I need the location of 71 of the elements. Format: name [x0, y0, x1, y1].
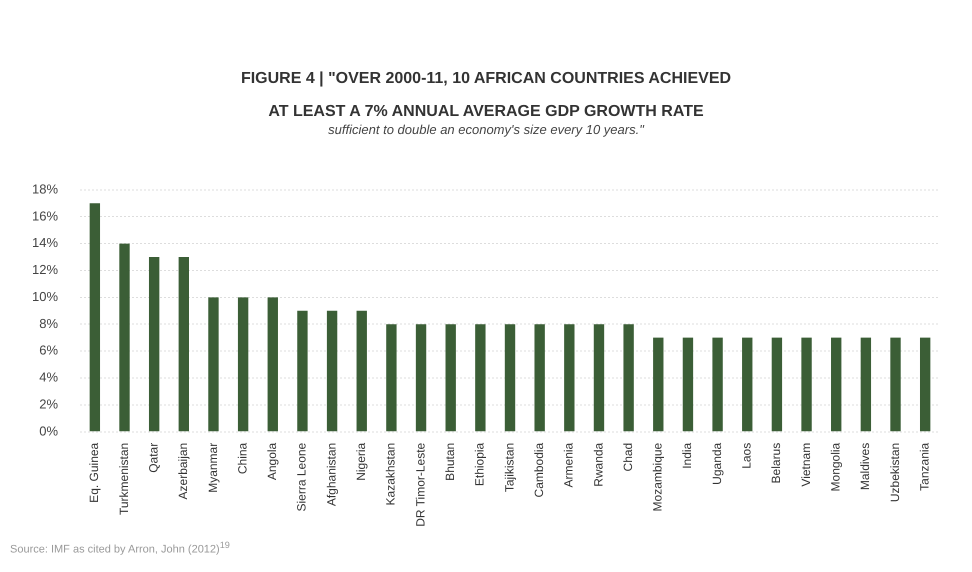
x-tick-label: Angola	[265, 442, 280, 480]
x-tick-label: Eq. Guinea	[87, 442, 102, 503]
y-tick-label: 10%	[32, 288, 58, 304]
chart-title: FIGURE 4 | "OVER 2000-11, 10 AFRICAN COUNTRIES ACHIEVED AT LEAST A 7% ANNUAL AVERAGE GDP GROWTH RATE	[240, 70, 732, 120]
bar	[831, 338, 842, 432]
bar	[90, 203, 100, 432]
x-tick-label: Maldives	[858, 442, 872, 490]
x-tick-label: DR Timor-Leste	[413, 442, 428, 527]
x-tick-label: Uganda	[710, 442, 724, 485]
x-tick-label: Chad	[620, 442, 635, 472]
bar	[623, 324, 634, 432]
x-tick-label: Nigeria	[354, 442, 368, 481]
x-tick-label: Mongolia	[828, 442, 843, 492]
y-tick-label: 14%	[32, 235, 58, 250]
bar	[712, 338, 723, 432]
bar	[860, 338, 872, 432]
bar	[386, 324, 397, 432]
bar	[356, 310, 367, 432]
bar	[742, 338, 752, 432]
bar	[682, 338, 694, 432]
y-tick-label: 0%	[39, 423, 58, 438]
y-tick-label: 12%	[32, 262, 58, 278]
x-tick-label: Sierra Leone	[294, 442, 309, 512]
x-tick-label: Laos	[740, 442, 754, 469]
x-tick-label: Azerbaijan	[176, 442, 190, 500]
bar	[268, 297, 278, 432]
y-tick-label: 2%	[39, 396, 58, 412]
bar	[208, 297, 219, 432]
x-tick-label: Ethiopia	[472, 442, 487, 486]
x-tick-label: Kazakhstan	[384, 442, 398, 506]
x-tick-label: Afghanistan	[324, 442, 338, 506]
x-tick-label: China	[235, 442, 250, 474]
x-tick-label: Bhutan	[443, 442, 458, 481]
x-tick-label: Myanmar	[206, 442, 220, 493]
x-tick-label: Vietnam	[798, 442, 813, 487]
y-tick-label: 16%	[32, 208, 58, 224]
x-tick-label: Uzbekistan	[888, 442, 902, 502]
bar	[890, 338, 901, 432]
bar	[326, 310, 338, 432]
bar	[920, 338, 930, 432]
bar	[238, 297, 248, 432]
x-tick-label: Armenia	[562, 442, 576, 488]
x-tick-label: Tanzania	[917, 442, 932, 491]
x-tick-label: Turkmenistan	[116, 442, 131, 516]
bar	[653, 338, 664, 432]
x-tick-label: Rwanda	[591, 442, 606, 487]
x-tick-label: Cambodia	[532, 442, 546, 498]
chart-subtitle: sufficient to double an economy's size every 10 years."	[327, 122, 646, 137]
x-tick-label: Tajikistan	[502, 442, 516, 492]
bar	[564, 324, 575, 432]
bar	[148, 257, 160, 432]
bar	[772, 338, 782, 432]
x-tick-label: Qatar	[146, 442, 160, 473]
bar	[178, 257, 189, 432]
y-tick-label: 18%	[32, 181, 58, 196]
x-tick-label: Belarus	[769, 442, 784, 484]
bar	[119, 244, 130, 432]
x-tick-label: Mozambique	[650, 442, 665, 512]
bar	[475, 324, 486, 432]
bar	[504, 324, 516, 432]
bar	[297, 310, 308, 432]
bar	[594, 324, 604, 432]
bar	[416, 324, 426, 432]
bar	[534, 324, 545, 432]
y-tick-label: 6%	[39, 342, 58, 358]
y-tick-label: 8%	[39, 316, 58, 331]
bar	[446, 324, 456, 432]
x-tick-label: India	[680, 442, 694, 469]
source-note: Source: IMF as cited by Arron, John (2012)$^{19}$	[10, 540, 230, 556]
bar	[801, 338, 812, 432]
y-tick-label: 4%	[39, 370, 58, 385]
